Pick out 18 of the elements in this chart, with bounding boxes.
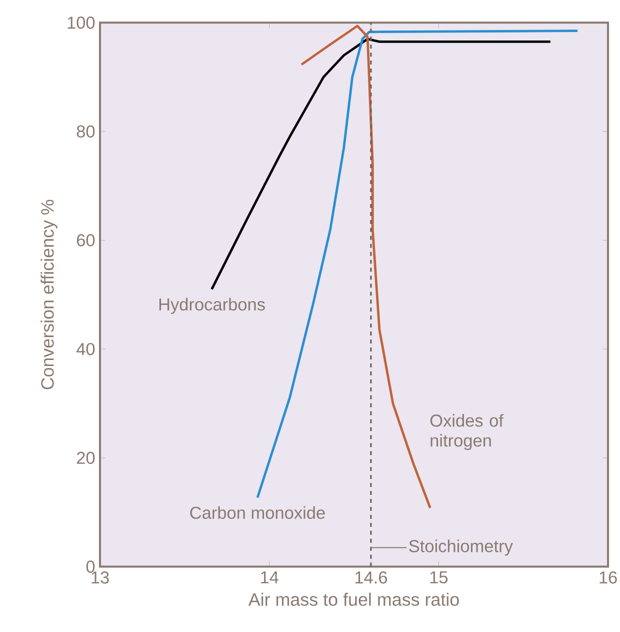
x-tick-label: 14 <box>261 571 278 584</box>
line-series <box>210 38 552 290</box>
y-tick-label: 60 <box>76 234 95 246</box>
y-tick-label: 0 <box>86 560 95 573</box>
y-tick-label: 100 <box>68 16 95 29</box>
x-tick-label: 16 <box>600 571 617 584</box>
series-label: Carbon monoxide <box>190 506 325 519</box>
y-tick-label: 80 <box>76 125 95 138</box>
series-label: Oxides of nitrogen <box>430 414 504 450</box>
y-tick-label: 20 <box>76 452 95 464</box>
y-tick-label: 40 <box>76 342 95 356</box>
x-tick-label: 15 <box>430 571 448 584</box>
x-axis-title: Air mass to fuel mass ratio <box>248 592 459 606</box>
x-tick-label: 13 <box>92 571 109 584</box>
y-axis-title: Conversion efficiency % <box>40 200 58 390</box>
series-label: Hydrocarbons <box>159 298 265 314</box>
x-tick-label: 14.6 <box>355 571 387 584</box>
ref-line-label: Stoichiometry <box>409 540 513 556</box>
